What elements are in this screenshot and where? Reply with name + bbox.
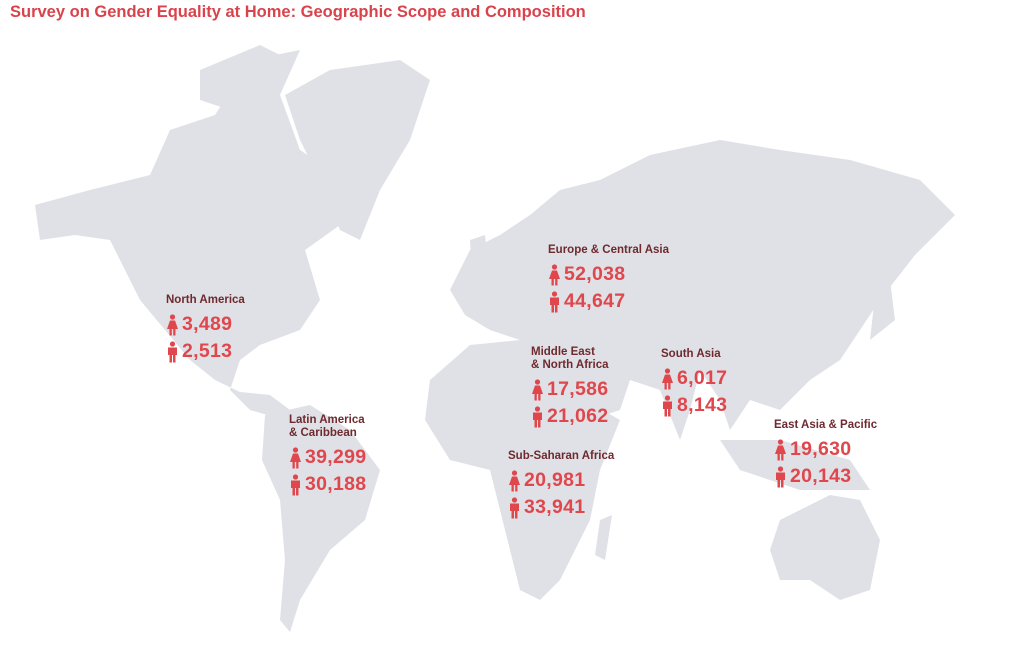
africa-landmass bbox=[425, 340, 620, 600]
female-person-icon bbox=[289, 447, 302, 469]
region-south-asia: South Asia 6,017 8,143 bbox=[661, 348, 727, 419]
region-middle-east-north-africa: Middle East & North Africa 17,586 21,062 bbox=[531, 346, 609, 430]
female-person-icon bbox=[166, 314, 179, 336]
region-name: North America bbox=[166, 294, 245, 306]
male-count: 21,062 bbox=[547, 405, 609, 427]
male-person-icon bbox=[531, 406, 544, 428]
south-america-landmass bbox=[262, 405, 380, 632]
male-count: 20,143 bbox=[790, 465, 852, 487]
southeast-asia-islands bbox=[720, 440, 870, 490]
female-person-icon bbox=[661, 368, 674, 390]
female-person-icon bbox=[548, 264, 561, 286]
female-count: 17,586 bbox=[547, 378, 609, 400]
region-north-america: North America 3,489 2,513 bbox=[166, 294, 245, 365]
region-sub-saharan-africa: Sub-Saharan Africa 20,981 33,941 bbox=[508, 450, 614, 521]
europe-asia-landmass bbox=[450, 140, 955, 440]
male-count: 44,647 bbox=[564, 290, 626, 312]
male-person-icon bbox=[774, 466, 787, 488]
male-count: 8,143 bbox=[677, 394, 728, 416]
north-america-landmass bbox=[35, 50, 340, 420]
region-name: Sub-Saharan Africa bbox=[508, 450, 615, 462]
female-count: 6,017 bbox=[677, 367, 728, 389]
australia-landmass bbox=[770, 495, 880, 600]
region-name: Latin America & Caribbean bbox=[289, 414, 365, 439]
uk-landmass bbox=[470, 235, 488, 270]
female-count: 20,981 bbox=[524, 469, 586, 491]
male-person-icon bbox=[166, 341, 179, 363]
region-name: South Asia bbox=[661, 348, 721, 360]
female-count: 3,489 bbox=[182, 313, 233, 335]
female-person-icon bbox=[531, 379, 544, 401]
japan-landmass bbox=[870, 280, 895, 340]
male-count: 2,513 bbox=[182, 340, 233, 362]
region-europe-central-asia: Europe & Central Asia 52,038 44,647 bbox=[548, 244, 669, 315]
male-person-icon bbox=[548, 291, 561, 313]
male-count: 30,188 bbox=[305, 473, 367, 495]
female-person-icon bbox=[774, 439, 787, 461]
madagascar-landmass bbox=[595, 515, 612, 560]
canadian-arctic-landmass bbox=[200, 45, 290, 110]
female-count: 19,630 bbox=[790, 438, 852, 460]
male-person-icon bbox=[289, 474, 302, 496]
male-person-icon bbox=[508, 497, 521, 519]
region-latin-america-caribbean: Latin America & Caribbean 39,299 30,188 bbox=[289, 414, 366, 498]
region-name: Middle East & North Africa bbox=[531, 346, 609, 371]
greenland-landmass bbox=[285, 60, 430, 240]
male-count: 33,941 bbox=[524, 496, 586, 518]
page-title: Survey on Gender Equality at Home: Geogr… bbox=[10, 3, 586, 21]
region-east-asia-pacific: East Asia & Pacific 19,630 20,143 bbox=[774, 419, 877, 490]
region-name: East Asia & Pacific bbox=[774, 419, 878, 431]
female-count: 39,299 bbox=[305, 446, 367, 468]
region-name: Europe & Central Asia bbox=[548, 244, 669, 256]
male-person-icon bbox=[661, 395, 674, 417]
female-person-icon bbox=[508, 470, 521, 492]
female-count: 52,038 bbox=[564, 263, 626, 285]
